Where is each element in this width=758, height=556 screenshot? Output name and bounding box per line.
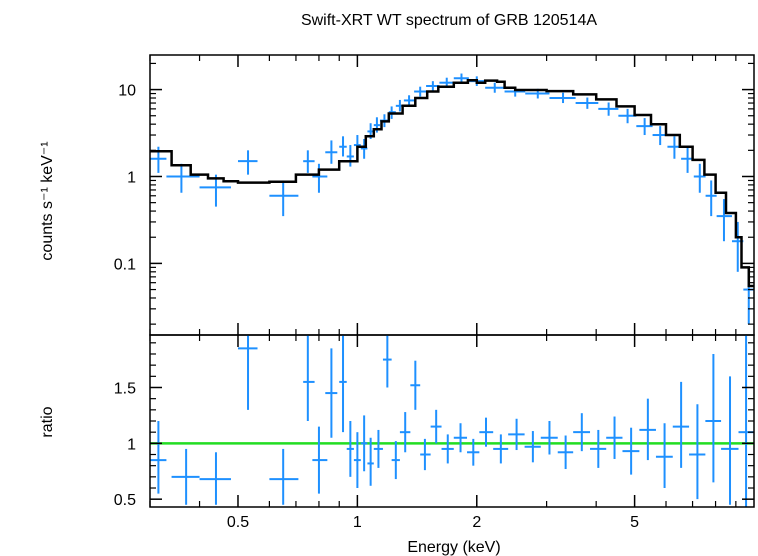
- ratio-data-point: [606, 416, 623, 459]
- spectrum-data-point: [636, 118, 653, 136]
- spectrum-data-point: [549, 92, 576, 104]
- ratio-data-point: [689, 404, 706, 500]
- ratio-data-point: [420, 438, 431, 471]
- spectrum-data-point: [705, 180, 717, 217]
- ratio-data-point: [430, 409, 442, 444]
- chart-title: Swift-XRT WT spectrum of GRB 120514A: [301, 12, 597, 29]
- x-tick-label: 0.5: [227, 514, 249, 531]
- ratio-data-point: [508, 418, 525, 451]
- spectrum-data-point: [199, 174, 231, 207]
- ratio-data-point: [622, 427, 640, 475]
- ratio-panel: 0.5 1 2 5 0.5 1 1.5: [114, 334, 755, 531]
- spectrum-data-point: [237, 150, 258, 175]
- ratio-y-axis-label: ratio: [39, 406, 56, 437]
- ratio-data-point: [639, 398, 656, 461]
- ratio-data-point: [573, 413, 591, 452]
- spectrum-data-point: [339, 136, 347, 157]
- ratio-data-point: [312, 426, 328, 494]
- ratio-data-point: [367, 437, 374, 486]
- spectrum-data-point: [693, 163, 706, 193]
- ratio-ticks: 0.5 1 2 5 0.5 1 1.5: [114, 342, 754, 531]
- ratio-data-point: [339, 335, 347, 433]
- spectrum-data-point: [312, 163, 328, 193]
- x-tick-label: 1: [353, 514, 362, 531]
- ratio-data-point: [346, 421, 354, 477]
- ratio-data-point: [410, 360, 421, 410]
- spectrum-data-point: [166, 163, 200, 193]
- ratio-data-point: [171, 448, 200, 505]
- spectrum-data-point: [716, 199, 732, 242]
- ratio-data-point: [373, 429, 383, 468]
- ratio-data-point: [441, 434, 454, 464]
- ratio-data-point: [453, 423, 468, 453]
- ratio-data-point: [237, 335, 258, 410]
- ratio-data-point: [360, 415, 368, 472]
- spectrum-data-point: [403, 95, 415, 106]
- spectrum-data-point: [485, 82, 505, 93]
- ratio-data-point: [557, 435, 574, 470]
- spectrum-data-point: [346, 145, 354, 167]
- spectrum-data-point: [598, 102, 619, 116]
- ratio-y-tick-label: 1.5: [114, 380, 136, 397]
- x-tick-label: 2: [472, 514, 481, 531]
- spectrum-data-point: [303, 150, 315, 173]
- ratio-data-point: [382, 335, 392, 388]
- ratio-data-point: [269, 448, 299, 505]
- ratio-data-point: [199, 452, 231, 505]
- spectrum-data-series: [150, 73, 754, 325]
- ratio-data-point: [467, 438, 480, 466]
- ratio-data-point: [391, 441, 400, 480]
- ratio-data-point: [655, 423, 673, 489]
- ratio-data-point: [399, 412, 411, 453]
- spectrum-data-point: [575, 97, 599, 109]
- spectrum-data-point: [269, 180, 299, 217]
- spectrum-data-point: [618, 108, 637, 124]
- spectrum-y-tick-label: 0.1: [114, 256, 136, 273]
- ratio-data-point: [540, 421, 558, 455]
- spectrum-ticks: 0.1 1 10: [114, 55, 754, 347]
- spectrum-panel: 0.1 1 10: [114, 54, 755, 347]
- model-step-line: [150, 79, 754, 288]
- ratio-data-point: [590, 429, 607, 468]
- ratio-data-point: [721, 376, 739, 505]
- ratio-data-point: [303, 335, 315, 421]
- spectrum-y-axis-label: counts s⁻¹ keV⁻¹: [39, 141, 56, 260]
- spectrum-y-tick-label: 10: [118, 83, 136, 100]
- ratio-data-series: [150, 335, 754, 507]
- ratio-data-point: [493, 434, 509, 464]
- ratio-data-point: [353, 432, 361, 489]
- ratio-data-point: [479, 417, 494, 447]
- spectrum-y-tick-label: 1: [127, 169, 136, 186]
- spectrum-data-point: [414, 86, 427, 97]
- ratio-data-point: [672, 381, 690, 468]
- ratio-data-point: [705, 353, 722, 483]
- ratio-y-tick-label: 0.5: [114, 492, 136, 509]
- ratio-y-tick-label: 1: [127, 436, 136, 453]
- spectrum-data-point: [360, 139, 368, 159]
- ratio-data-point: [150, 421, 167, 494]
- ratio-frame: [149, 334, 755, 508]
- ratio-data-point: [524, 431, 541, 463]
- spectrum-data-point: [325, 140, 338, 164]
- x-tick-label: 5: [630, 514, 639, 531]
- spectrum-frame: [149, 54, 755, 336]
- x-axis-label: Energy (keV): [407, 539, 500, 556]
- ratio-data-point: [325, 348, 338, 438]
